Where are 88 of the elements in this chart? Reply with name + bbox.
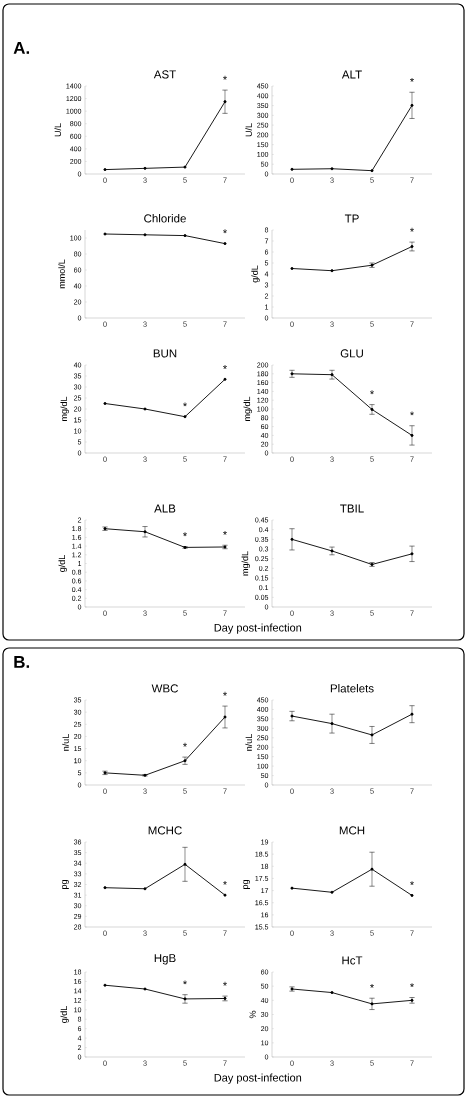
y-axis-title: mg/dL <box>243 396 252 421</box>
point <box>103 983 107 987</box>
chart-title: HcT <box>342 956 363 965</box>
y-axis-title: mg/dL <box>241 551 250 576</box>
point <box>143 887 147 891</box>
annotation: * <box>223 981 227 986</box>
chart-title: WBC <box>151 684 178 693</box>
y-axis-title: U/L <box>245 123 252 137</box>
y-axis-title: n/uL <box>62 734 69 751</box>
point <box>103 401 107 406</box>
point <box>223 242 227 246</box>
point <box>410 712 414 716</box>
point <box>143 987 147 991</box>
chart-title: AST <box>153 70 176 79</box>
point <box>370 867 374 871</box>
y-axis-title: g/dL <box>251 265 260 283</box>
chart-title: TBIL <box>340 504 364 513</box>
point <box>330 167 334 171</box>
point <box>330 991 334 995</box>
annotation: * <box>370 390 374 395</box>
point <box>183 415 187 419</box>
point <box>103 886 107 890</box>
chart-title: Platelets <box>330 684 374 693</box>
point <box>143 166 147 170</box>
y-axis-title: g/dL <box>60 1006 69 1023</box>
y-axis-title: mg/dL <box>60 396 69 421</box>
x-axis-title: Day post-infection <box>214 623 302 634</box>
annotation: * <box>410 227 414 232</box>
point <box>410 103 414 107</box>
y-axis-title: mmol/L <box>58 259 65 289</box>
point <box>410 552 414 556</box>
chart-title: MCHC <box>148 826 182 835</box>
y-axis-title: % <box>249 1010 256 1019</box>
point <box>103 168 107 172</box>
point <box>183 165 187 169</box>
point <box>223 715 227 719</box>
point <box>290 886 294 890</box>
annotation: * <box>410 78 414 82</box>
annotation: * <box>410 983 414 988</box>
annotation: * <box>183 742 187 747</box>
point <box>183 862 187 866</box>
y-axis-title: g/dL <box>58 555 67 572</box>
point <box>290 537 294 541</box>
annotation: * <box>183 532 187 537</box>
annotation: * <box>223 691 227 696</box>
chart-title: MCH <box>339 826 365 835</box>
y-axis-title: n/uL <box>245 734 252 751</box>
annotation: * <box>223 365 227 369</box>
annotation: * <box>183 980 187 985</box>
chart-title: GLU <box>340 349 363 358</box>
chart-title: BUN <box>153 349 177 358</box>
chart-title: TP <box>344 214 359 223</box>
chart-title: ALB <box>154 504 176 513</box>
point <box>290 266 294 271</box>
point <box>223 100 227 104</box>
annotation: * <box>223 75 227 80</box>
point <box>183 234 187 238</box>
point <box>410 433 414 437</box>
text: B. <box>14 656 30 668</box>
point <box>223 377 227 381</box>
point <box>103 232 107 236</box>
annotation: * <box>223 530 227 535</box>
point <box>290 167 294 171</box>
point <box>330 890 334 894</box>
point <box>370 733 374 737</box>
annotation: * <box>370 983 374 988</box>
annotation: * <box>223 229 227 234</box>
annotation: * <box>410 411 414 416</box>
x-axis-title: Day post-infection <box>214 1073 302 1084</box>
point <box>143 530 147 534</box>
point <box>143 233 147 237</box>
chart-title: HgB <box>154 954 176 965</box>
annotation: * <box>183 402 187 407</box>
point <box>143 407 147 411</box>
point <box>370 1002 374 1006</box>
chart-title: Chloride <box>144 214 186 223</box>
y-axis-title: pg <box>243 880 250 889</box>
annotation: * <box>410 881 414 886</box>
point <box>410 893 414 897</box>
point <box>330 722 334 726</box>
y-axis-title: pg <box>62 880 69 889</box>
chart-title: ALT <box>341 70 362 79</box>
text: A. <box>13 42 30 54</box>
point <box>223 893 227 897</box>
point <box>330 269 334 273</box>
annotation: * <box>223 880 227 885</box>
point <box>370 169 374 173</box>
y-axis-title: U/L <box>54 123 62 137</box>
